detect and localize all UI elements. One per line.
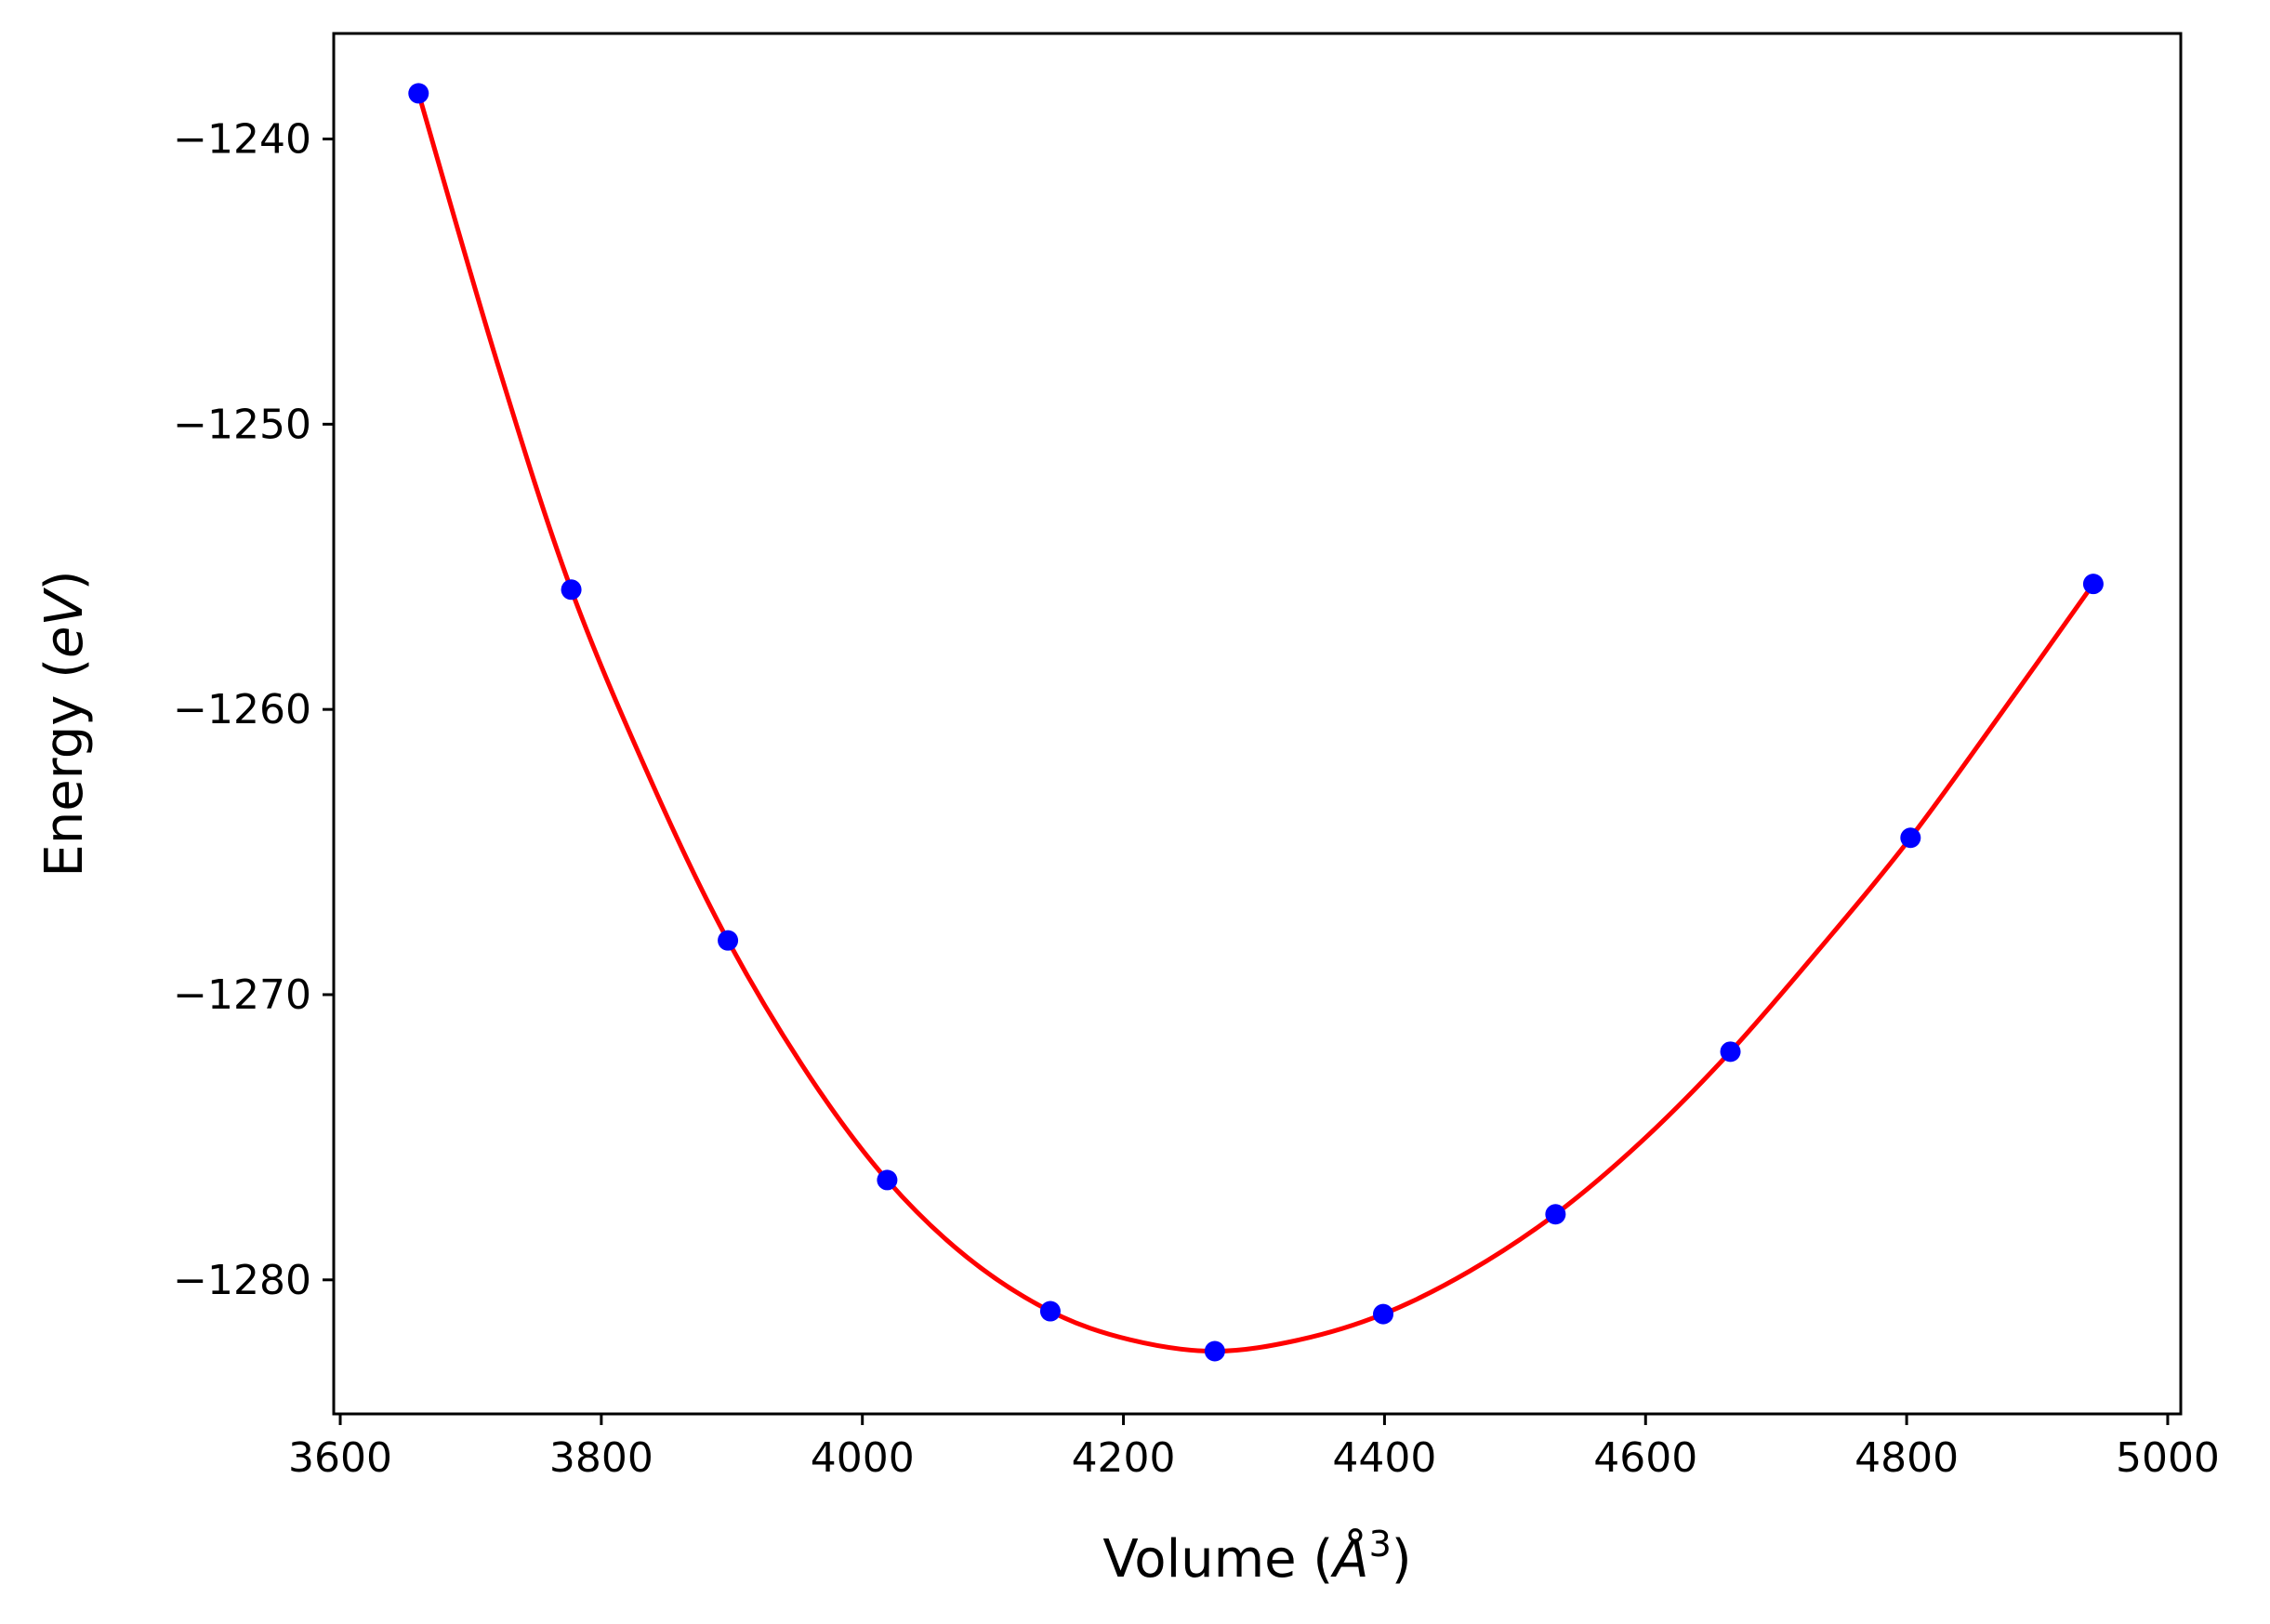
y-tick-label: −1260 [173,686,311,733]
x-tick-label: 3600 [288,1434,392,1482]
y-axis-label: Energy (eV) [34,570,95,877]
data-point [1373,1303,1394,1325]
plot-frame [332,32,2183,1416]
x-axis-ticks: 3600 3800 4000 4200 4400 4600 4800 5000 [288,1414,2220,1482]
x-tick-label: 4200 [1072,1434,1176,1482]
y-tick-label: −1280 [173,1257,311,1304]
data-point [718,930,739,951]
data-point [2082,574,2104,595]
x-tick-label: 3800 [549,1434,653,1482]
data-point [1720,1041,1741,1063]
x-tick-label: 5000 [2116,1434,2220,1482]
y-axis-ticks: −1240 −1250 −1260 −1270 −1280 [173,116,334,1304]
data-point [1204,1340,1225,1362]
x-tick-label: 4000 [811,1434,915,1482]
x-tick-label: 4400 [1332,1434,1436,1482]
y-tick-label: −1270 [173,971,311,1019]
plot-area [408,83,2104,1362]
y-tick-label: −1240 [173,116,311,164]
data-point [561,579,582,601]
data-point [1545,1204,1566,1225]
y-tick-label: −1250 [173,401,311,448]
x-tick-label: 4800 [1854,1434,1959,1482]
fit-curve-line [416,92,2095,1353]
data-point [1900,827,1921,849]
data-point [1039,1301,1061,1322]
data-point [408,83,429,104]
x-tick-label: 4600 [1593,1434,1697,1482]
data-point [877,1169,898,1191]
x-axis-label: Volume (Å3) [1102,1524,1411,1590]
